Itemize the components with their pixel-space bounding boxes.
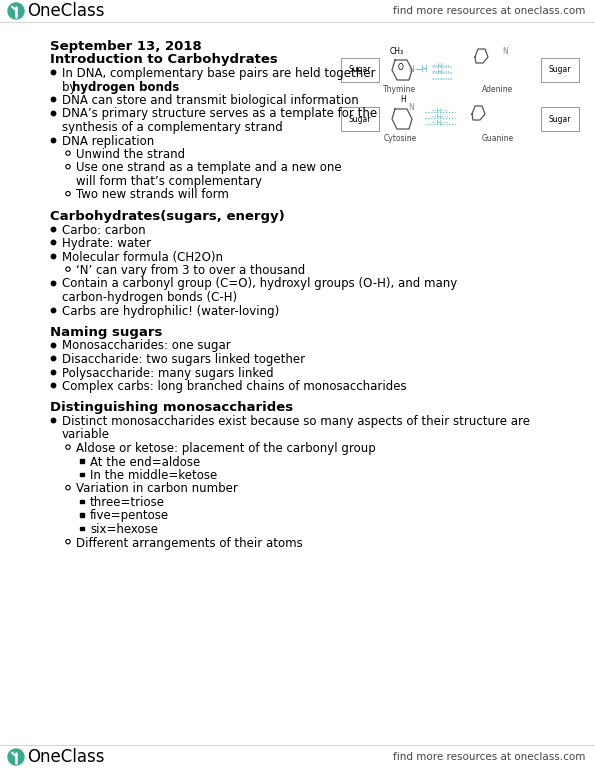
Text: Unwind the strand: Unwind the strand [76,148,185,161]
Text: Contain a carbonyl group (C=O), hydroxyl groups (O-H), and many: Contain a carbonyl group (C=O), hydroxyl… [62,277,457,290]
Text: At the end=aldose: At the end=aldose [90,456,201,468]
Text: carbon-hydrogen bonds (C-H): carbon-hydrogen bonds (C-H) [62,291,237,304]
Text: Polysaccharide: many sugars linked: Polysaccharide: many sugars linked [62,367,274,380]
Text: ‘N’ can vary from 3 to over a thousand: ‘N’ can vary from 3 to over a thousand [76,264,305,277]
Text: Carbo: carbon: Carbo: carbon [62,223,146,236]
Text: Two new strands will form: Two new strands will form [76,189,229,202]
Text: N: N [408,65,414,75]
Text: Sugar: Sugar [549,115,571,123]
Text: by: by [62,81,80,93]
Text: Naming sugars: Naming sugars [50,326,162,339]
Text: Complex carbs: long branched chains of monosaccharides: Complex carbs: long branched chains of m… [62,380,406,393]
Circle shape [8,749,24,765]
Text: Sugar: Sugar [549,65,571,75]
Text: DNA replication: DNA replication [62,135,154,148]
Text: Sugar: Sugar [349,65,371,75]
Text: Cytosine: Cytosine [383,134,416,143]
Text: CH₃: CH₃ [390,47,404,56]
Text: synthesis of a complementary strand: synthesis of a complementary strand [62,121,283,134]
Text: OneClass: OneClass [27,748,105,766]
Text: H: H [400,95,406,104]
Text: Guanine: Guanine [482,134,514,143]
Text: September 13, 2018: September 13, 2018 [50,40,202,53]
Text: Carbohydrates(sugars, energy): Carbohydrates(sugars, energy) [50,210,285,223]
Circle shape [8,3,24,19]
Text: ···H···: ···H··· [431,108,449,114]
Bar [80,500,83,503]
Text: ···H···: ···H··· [431,69,450,75]
Text: Monosaccharides: one sugar: Monosaccharides: one sugar [62,340,231,353]
Text: ···H···: ···H··· [431,114,449,120]
Text: Sugar: Sugar [349,115,371,123]
Text: DNA’s primary structure serves as a template for the: DNA’s primary structure serves as a temp… [62,108,377,120]
Text: ···H···: ···H··· [431,120,449,126]
Text: ···H···: ···H··· [431,63,450,69]
Text: six=hexose: six=hexose [90,523,158,536]
Text: Introduction to Carbohydrates: Introduction to Carbohydrates [50,53,278,66]
Text: Distinct monosaccharides exist because so many aspects of their structure are: Distinct monosaccharides exist because s… [62,415,530,428]
Text: DNA can store and transmit biological information: DNA can store and transmit biological in… [62,94,359,107]
Text: three=triose: three=triose [90,496,165,509]
Text: Use one strand as a template and a new one: Use one strand as a template and a new o… [76,162,342,175]
Text: hydrogen bonds: hydrogen bonds [71,81,178,93]
Text: OneClass: OneClass [27,2,105,20]
Bar [80,473,83,476]
Text: Variation in carbon number: Variation in carbon number [76,483,238,496]
Text: five=pentose: five=pentose [90,510,169,523]
Text: Aldose or ketose: placement of the carbonyl group: Aldose or ketose: placement of the carbo… [76,442,376,455]
Text: Disaccharide: two sugars linked together: Disaccharide: two sugars linked together [62,353,305,366]
Text: Carbs are hydrophilic! (water-loving): Carbs are hydrophilic! (water-loving) [62,304,279,317]
Text: Hydrate: water: Hydrate: water [62,237,151,250]
Text: Different arrangements of their atoms: Different arrangements of their atoms [76,537,303,550]
Text: Distinguishing monosaccharides: Distinguishing monosaccharides [50,401,293,414]
Text: N: N [408,103,414,112]
Text: —H: —H [415,65,428,75]
Text: O: O [398,63,404,72]
Text: In the middle=ketose: In the middle=ketose [90,469,217,482]
Bar [80,513,83,517]
Text: In DNA, complementary base pairs are held together: In DNA, complementary base pairs are hel… [62,67,375,80]
Text: find more resources at oneclass.com: find more resources at oneclass.com [393,752,585,762]
Text: find more resources at oneclass.com: find more resources at oneclass.com [393,6,585,16]
Text: will form that’s complementary: will form that’s complementary [76,175,262,188]
Bar [80,527,83,530]
Text: Molecular formula (CH2O)n: Molecular formula (CH2O)n [62,250,223,263]
Text: Thymine: Thymine [383,85,416,94]
Bar [80,459,83,463]
Text: variable: variable [62,428,110,441]
Text: N: N [502,47,508,56]
Text: Adenine: Adenine [483,85,513,94]
